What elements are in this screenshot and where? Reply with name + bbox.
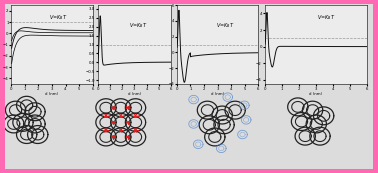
Text: V=K$_B$T: V=K$_B$T: [129, 21, 147, 30]
Text: V=K$_B$T: V=K$_B$T: [217, 21, 235, 30]
Text: V=K$_B$T: V=K$_B$T: [317, 13, 335, 22]
X-axis label: d (nm): d (nm): [309, 92, 322, 96]
X-axis label: d (nm): d (nm): [211, 92, 224, 96]
Text: V=K$_B$T: V=K$_B$T: [49, 13, 68, 22]
X-axis label: d (nm): d (nm): [45, 92, 59, 96]
X-axis label: d (nm): d (nm): [128, 92, 141, 96]
